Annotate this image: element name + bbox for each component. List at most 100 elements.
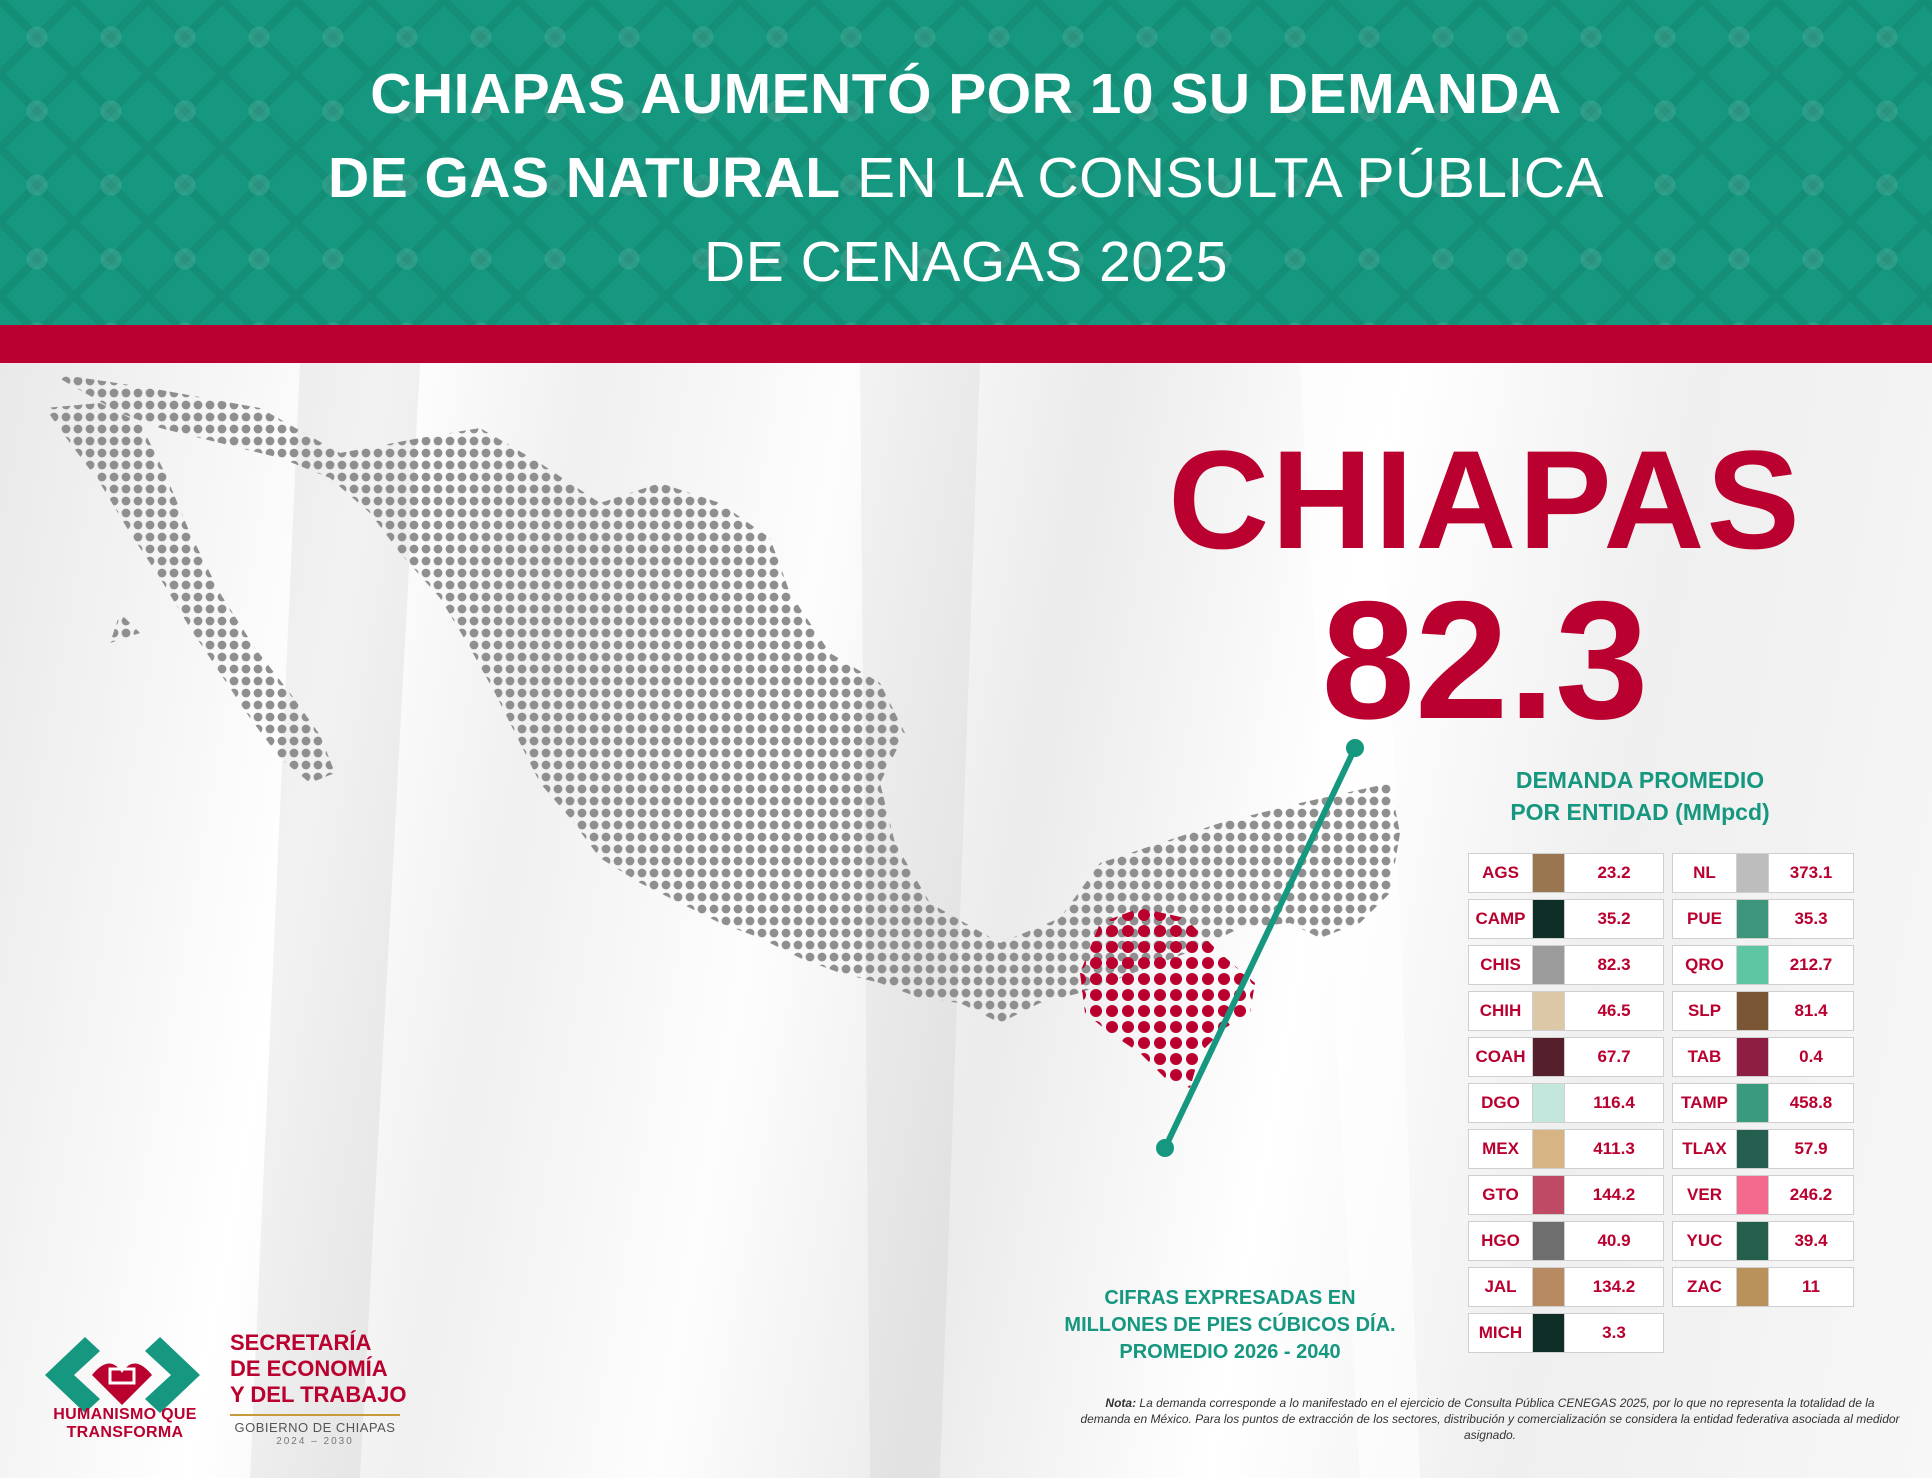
demand-value: 67.7 <box>1564 1038 1663 1076</box>
demand-value: 116.4 <box>1564 1084 1663 1122</box>
state-code: SLP <box>1673 992 1737 1030</box>
secretaria-line3: Y DEL TRABAJO <box>230 1382 407 1407</box>
headline-line1: CHIAPAS AUMENTÓ POR 10 SU DEMANDA <box>370 62 1562 126</box>
demand-value: 134.2 <box>1564 1268 1663 1306</box>
state-code: TAMP <box>1673 1084 1737 1122</box>
table-row: GTO 144.2 <box>1468 1175 1664 1215</box>
color-swatch <box>1737 1268 1768 1306</box>
table-row: TLAX 57.9 <box>1672 1129 1854 1169</box>
humanismo-logo-text: HUMANISMO QUE TRANSFORMA <box>30 1406 220 1442</box>
state-code: NL <box>1673 854 1737 892</box>
state-code: CAMP <box>1469 900 1533 938</box>
color-swatch <box>1737 854 1768 892</box>
mexico-dot-map <box>45 373 1400 1157</box>
demand-value: 23.2 <box>1564 854 1663 892</box>
headline: CHIAPAS AUMENTÓ POR 10 SU DEMANDA DE GAS… <box>0 52 1932 304</box>
color-swatch <box>1533 1222 1564 1260</box>
table-row: TAB 0.4 <box>1672 1037 1854 1077</box>
demand-value: 0.4 <box>1768 1038 1853 1076</box>
table-row: COAH 67.7 <box>1468 1037 1664 1077</box>
map-baja-california <box>45 403 335 783</box>
table-row: CHIS 82.3 <box>1468 945 1664 985</box>
color-swatch <box>1533 1314 1564 1352</box>
pointer-end-dot <box>1156 1139 1174 1157</box>
state-code: MICH <box>1469 1314 1533 1352</box>
table-row: YUC 39.4 <box>1672 1221 1854 1261</box>
state-code: DGO <box>1469 1084 1533 1122</box>
state-code: JAL <box>1469 1268 1533 1306</box>
pointer-start-dot <box>1346 739 1364 757</box>
color-swatch <box>1737 1222 1768 1260</box>
table-row: NL 373.1 <box>1672 853 1854 893</box>
map-chiapas-highlight <box>1080 908 1255 1088</box>
state-code: QRO <box>1673 946 1737 984</box>
highlight-state-label: CHIAPAS <box>1168 421 1802 578</box>
demand-value: 82.3 <box>1564 946 1663 984</box>
color-swatch <box>1737 992 1768 1030</box>
table-title-line2: POR ENTIDAD (MMpcd) <box>1510 799 1770 825</box>
color-swatch <box>1737 946 1768 984</box>
units-caption: CIFRAS EXPRESADAS EN MILLONES DE PIES CÚ… <box>1020 1285 1440 1366</box>
table-row: TAMP 458.8 <box>1672 1083 1854 1123</box>
table-row: ZAC 11 <box>1672 1267 1854 1307</box>
table-row: MEX 411.3 <box>1468 1129 1664 1169</box>
table-row: CHIH 46.5 <box>1468 991 1664 1031</box>
state-code: CHIS <box>1469 946 1533 984</box>
state-code: HGO <box>1469 1222 1533 1260</box>
state-code: ZAC <box>1673 1268 1737 1306</box>
secretaria-line1: SECRETARÍA <box>230 1330 372 1355</box>
demand-value: 411.3 <box>1564 1130 1663 1168</box>
demand-value: 35.3 <box>1768 900 1853 938</box>
demand-value: 246.2 <box>1768 1176 1853 1214</box>
demand-value: 35.2 <box>1564 900 1663 938</box>
table-row: JAL 134.2 <box>1468 1267 1664 1307</box>
gobierno-years: 2024 – 2030 <box>276 1436 354 1447</box>
units-line3: PROMEDIO 2026 - 2040 <box>1119 1341 1341 1363</box>
color-swatch <box>1533 1176 1564 1214</box>
highlight-value: 82.3 <box>1321 566 1649 754</box>
demand-value: 458.8 <box>1768 1084 1853 1122</box>
color-swatch <box>1737 1130 1768 1168</box>
table-row: MICH 3.3 <box>1468 1313 1664 1353</box>
headline-line2-bold: DE GAS NATURAL <box>328 146 841 210</box>
state-code: YUC <box>1673 1222 1737 1260</box>
headline-line3: DE CENAGAS 2025 <box>704 230 1228 294</box>
table-row: CAMP 35.2 <box>1468 899 1664 939</box>
demand-value: 212.7 <box>1768 946 1853 984</box>
humanismo-logo-mark <box>45 1337 200 1413</box>
humanismo-line1: HUMANISMO QUE <box>53 1406 197 1423</box>
units-line2: MILLONES DE PIES CÚBICOS DÍA. <box>1064 1314 1396 1336</box>
demand-value: 3.3 <box>1564 1314 1663 1352</box>
demand-value: 46.5 <box>1564 992 1663 1030</box>
demand-value: 57.9 <box>1768 1130 1853 1168</box>
color-swatch <box>1533 900 1564 938</box>
state-code: TLAX <box>1673 1130 1737 1168</box>
state-code: AGS <box>1469 854 1533 892</box>
units-line1: CIFRAS EXPRESADAS EN <box>1104 1287 1356 1309</box>
map-mainland <box>50 373 1400 1023</box>
state-code: CHIH <box>1469 992 1533 1030</box>
demand-value: 39.4 <box>1768 1222 1853 1260</box>
color-swatch <box>1533 1268 1564 1306</box>
red-band <box>0 325 1932 363</box>
demand-value: 81.4 <box>1768 992 1853 1030</box>
color-swatch <box>1533 1038 1564 1076</box>
footnote-text: La demanda corresponde a lo manifestado … <box>1080 1396 1900 1442</box>
demand-value: 373.1 <box>1768 854 1853 892</box>
headline-line2-rest: EN LA CONSULTA PÚBLICA <box>840 146 1604 210</box>
table-row: AGS 23.2 <box>1468 853 1664 893</box>
secretaria-divider <box>230 1414 400 1416</box>
table-row: VER 246.2 <box>1672 1175 1854 1215</box>
state-code: GTO <box>1469 1176 1533 1214</box>
color-swatch <box>1533 992 1564 1030</box>
state-code: VER <box>1673 1176 1737 1214</box>
state-code: PUE <box>1673 900 1737 938</box>
color-swatch <box>1533 946 1564 984</box>
gobierno-label: GOBIERNO DE CHIAPAS <box>234 1420 396 1435</box>
table-title-line1: DEMANDA PROMEDIO <box>1515 767 1765 793</box>
table-row: DGO 116.4 <box>1468 1083 1664 1123</box>
color-swatch <box>1737 1176 1768 1214</box>
pointer-line <box>1162 746 1358 1150</box>
demand-value: 11 <box>1768 1268 1853 1306</box>
table-row: QRO 212.7 <box>1672 945 1854 985</box>
